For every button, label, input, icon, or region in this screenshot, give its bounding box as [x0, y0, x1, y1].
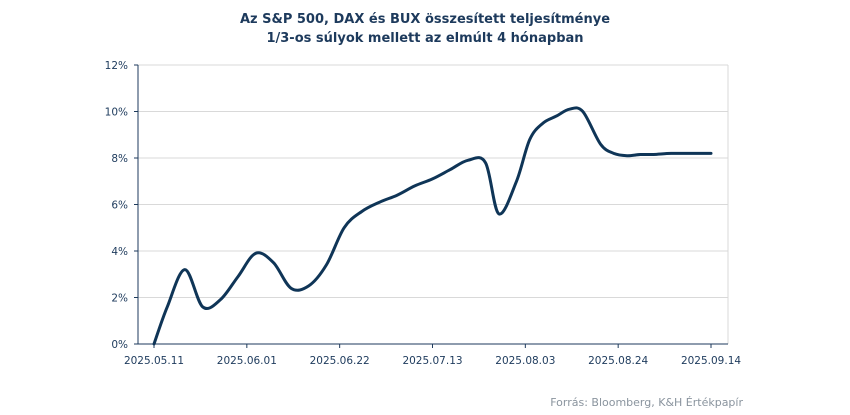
x-tick-label: 2025.05.11	[124, 355, 184, 367]
source-note: Forrás: Bloomberg, K&H Értékpapír	[550, 396, 743, 409]
x-tick-label: 2025.09.14	[681, 355, 741, 367]
y-tick-label: 10%	[105, 107, 128, 119]
x-tick-label: 2025.06.22	[310, 355, 370, 367]
series-lines	[152, 106, 713, 346]
series-line	[152, 106, 713, 346]
x-tick-label: 2025.08.24	[588, 355, 648, 367]
chart-title: Az S&P 500, DAX és BUX összesített telje…	[239, 12, 611, 27]
chart-subtitle: 1/3-os súlyok mellett az elmúlt 4 hónapb…	[266, 31, 584, 46]
y-tick-label: 8%	[111, 153, 128, 165]
y-axis-tick-labels: 0% 2% 4% 6% 8% 10% 12%	[105, 60, 128, 351]
y-tick-label: 2%	[111, 293, 128, 305]
y-tick-label: 12%	[105, 60, 128, 72]
grid-lines	[138, 64, 729, 344]
x-tick-label: 2025.07.13	[402, 355, 462, 367]
y-tick-label: 4%	[111, 246, 128, 258]
chart-title-block: Az S&P 500, DAX és BUX összesített telje…	[0, 10, 850, 48]
axes	[134, 64, 728, 348]
x-tick-label: 2025.08.03	[495, 355, 555, 367]
y-tick-label: 0%	[111, 339, 128, 351]
y-tick-label: 6%	[111, 200, 128, 212]
x-tick-label: 2025.06.01	[217, 355, 277, 367]
x-axis-tick-labels: 2025.05.11 2025.06.01 2025.06.22 2025.07.13…	[124, 355, 741, 367]
